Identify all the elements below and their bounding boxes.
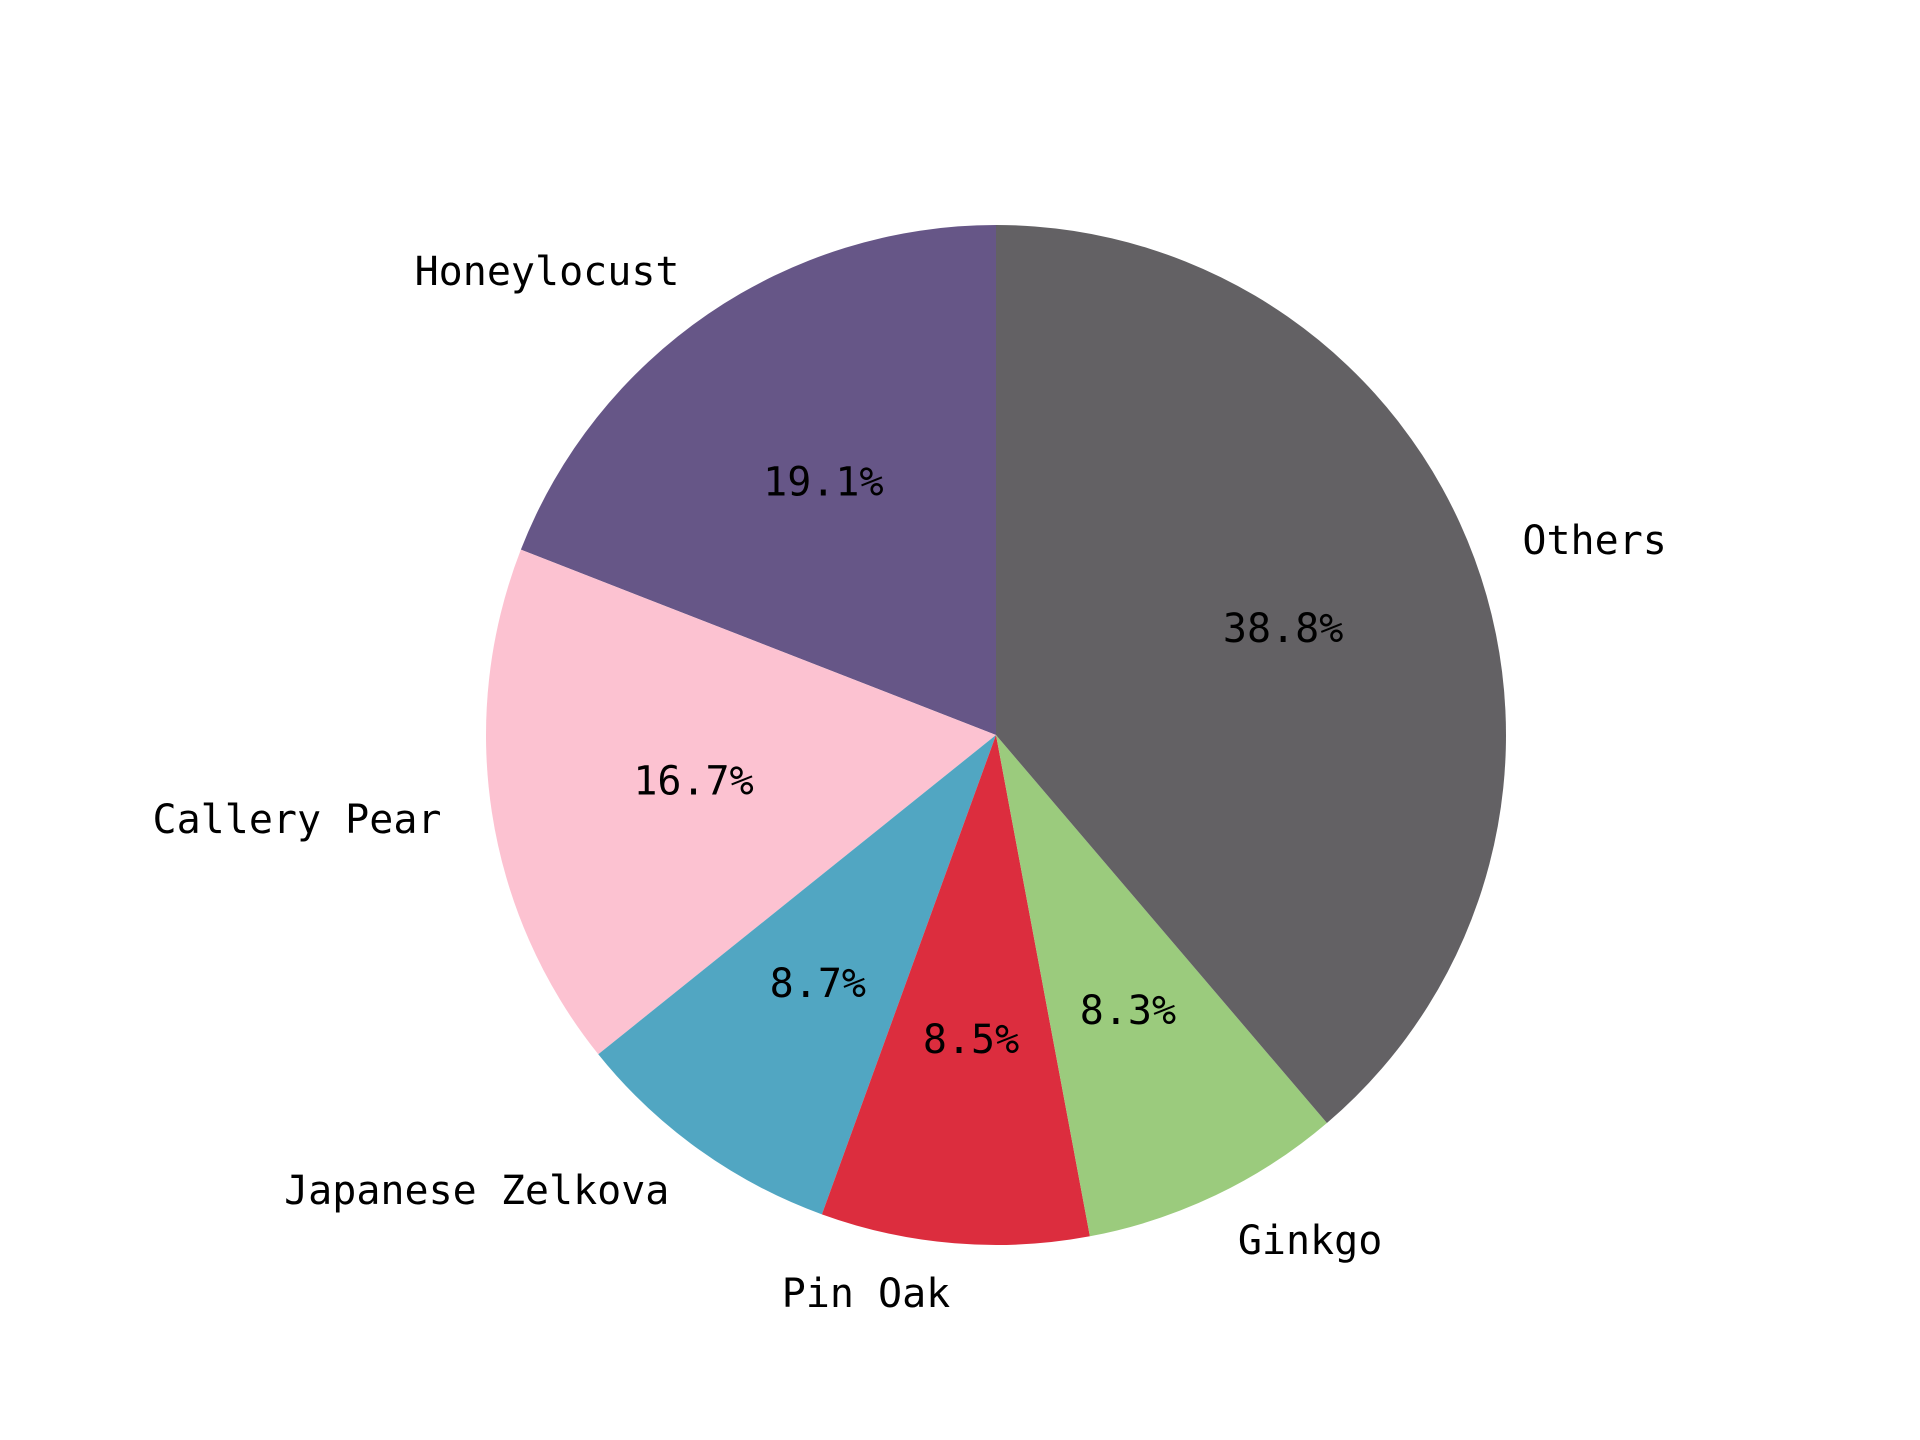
slice-percent-callery-pear: 16.7% xyxy=(633,758,753,804)
pie-slice-honeylocust xyxy=(520,225,996,735)
slice-label-callery-pear: Callery Pear xyxy=(153,797,442,843)
slice-percent-others: 38.8% xyxy=(1223,606,1343,652)
slices-layer xyxy=(486,225,1507,1245)
slice-label-japanese-zelkova: Japanese Zelkova xyxy=(284,1168,669,1214)
pie-slice-callery-pear xyxy=(486,549,996,1055)
slice-percent-honeylocust: 19.1% xyxy=(763,459,883,505)
slice-percent-ginkgo: 8.3% xyxy=(1080,988,1176,1034)
slice-percent-pin-oak: 8.5% xyxy=(923,1017,1019,1063)
pie-slice-japanese-zelkova xyxy=(598,735,996,1215)
slice-label-pin-oak: Pin Oak xyxy=(782,1271,951,1317)
pie-slice-others xyxy=(996,225,1507,1124)
slice-percent-japanese-zelkova: 8.7% xyxy=(770,961,866,1007)
slice-label-others: Others xyxy=(1522,518,1667,564)
pie-slice-pin-oak xyxy=(821,735,1090,1245)
slice-label-ginkgo: Ginkgo xyxy=(1238,1218,1383,1264)
pie-slice-ginkgo xyxy=(996,735,1327,1237)
slice-label-honeylocust: Honeylocust xyxy=(415,249,680,295)
labels-layer: Honeylocust 19.1% Callery Pear 16.7% Japanes… xyxy=(153,249,1667,1317)
